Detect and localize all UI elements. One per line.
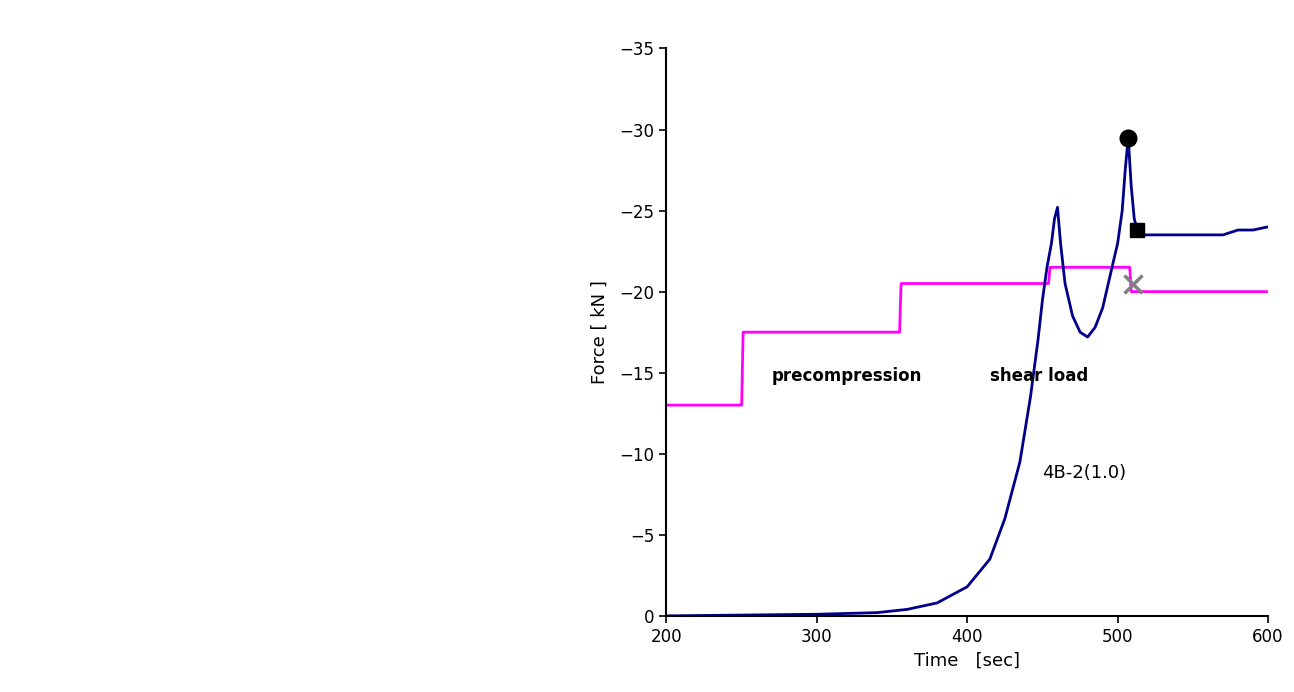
- Text: precompression: precompression: [771, 367, 923, 385]
- Text: shear load: shear load: [990, 367, 1088, 385]
- Y-axis label: Force [ kN ]: Force [ kN ]: [590, 280, 608, 384]
- Text: 4B-2(1.0): 4B-2(1.0): [1043, 464, 1127, 482]
- X-axis label: Time   [sec]: Time [sec]: [915, 651, 1020, 669]
